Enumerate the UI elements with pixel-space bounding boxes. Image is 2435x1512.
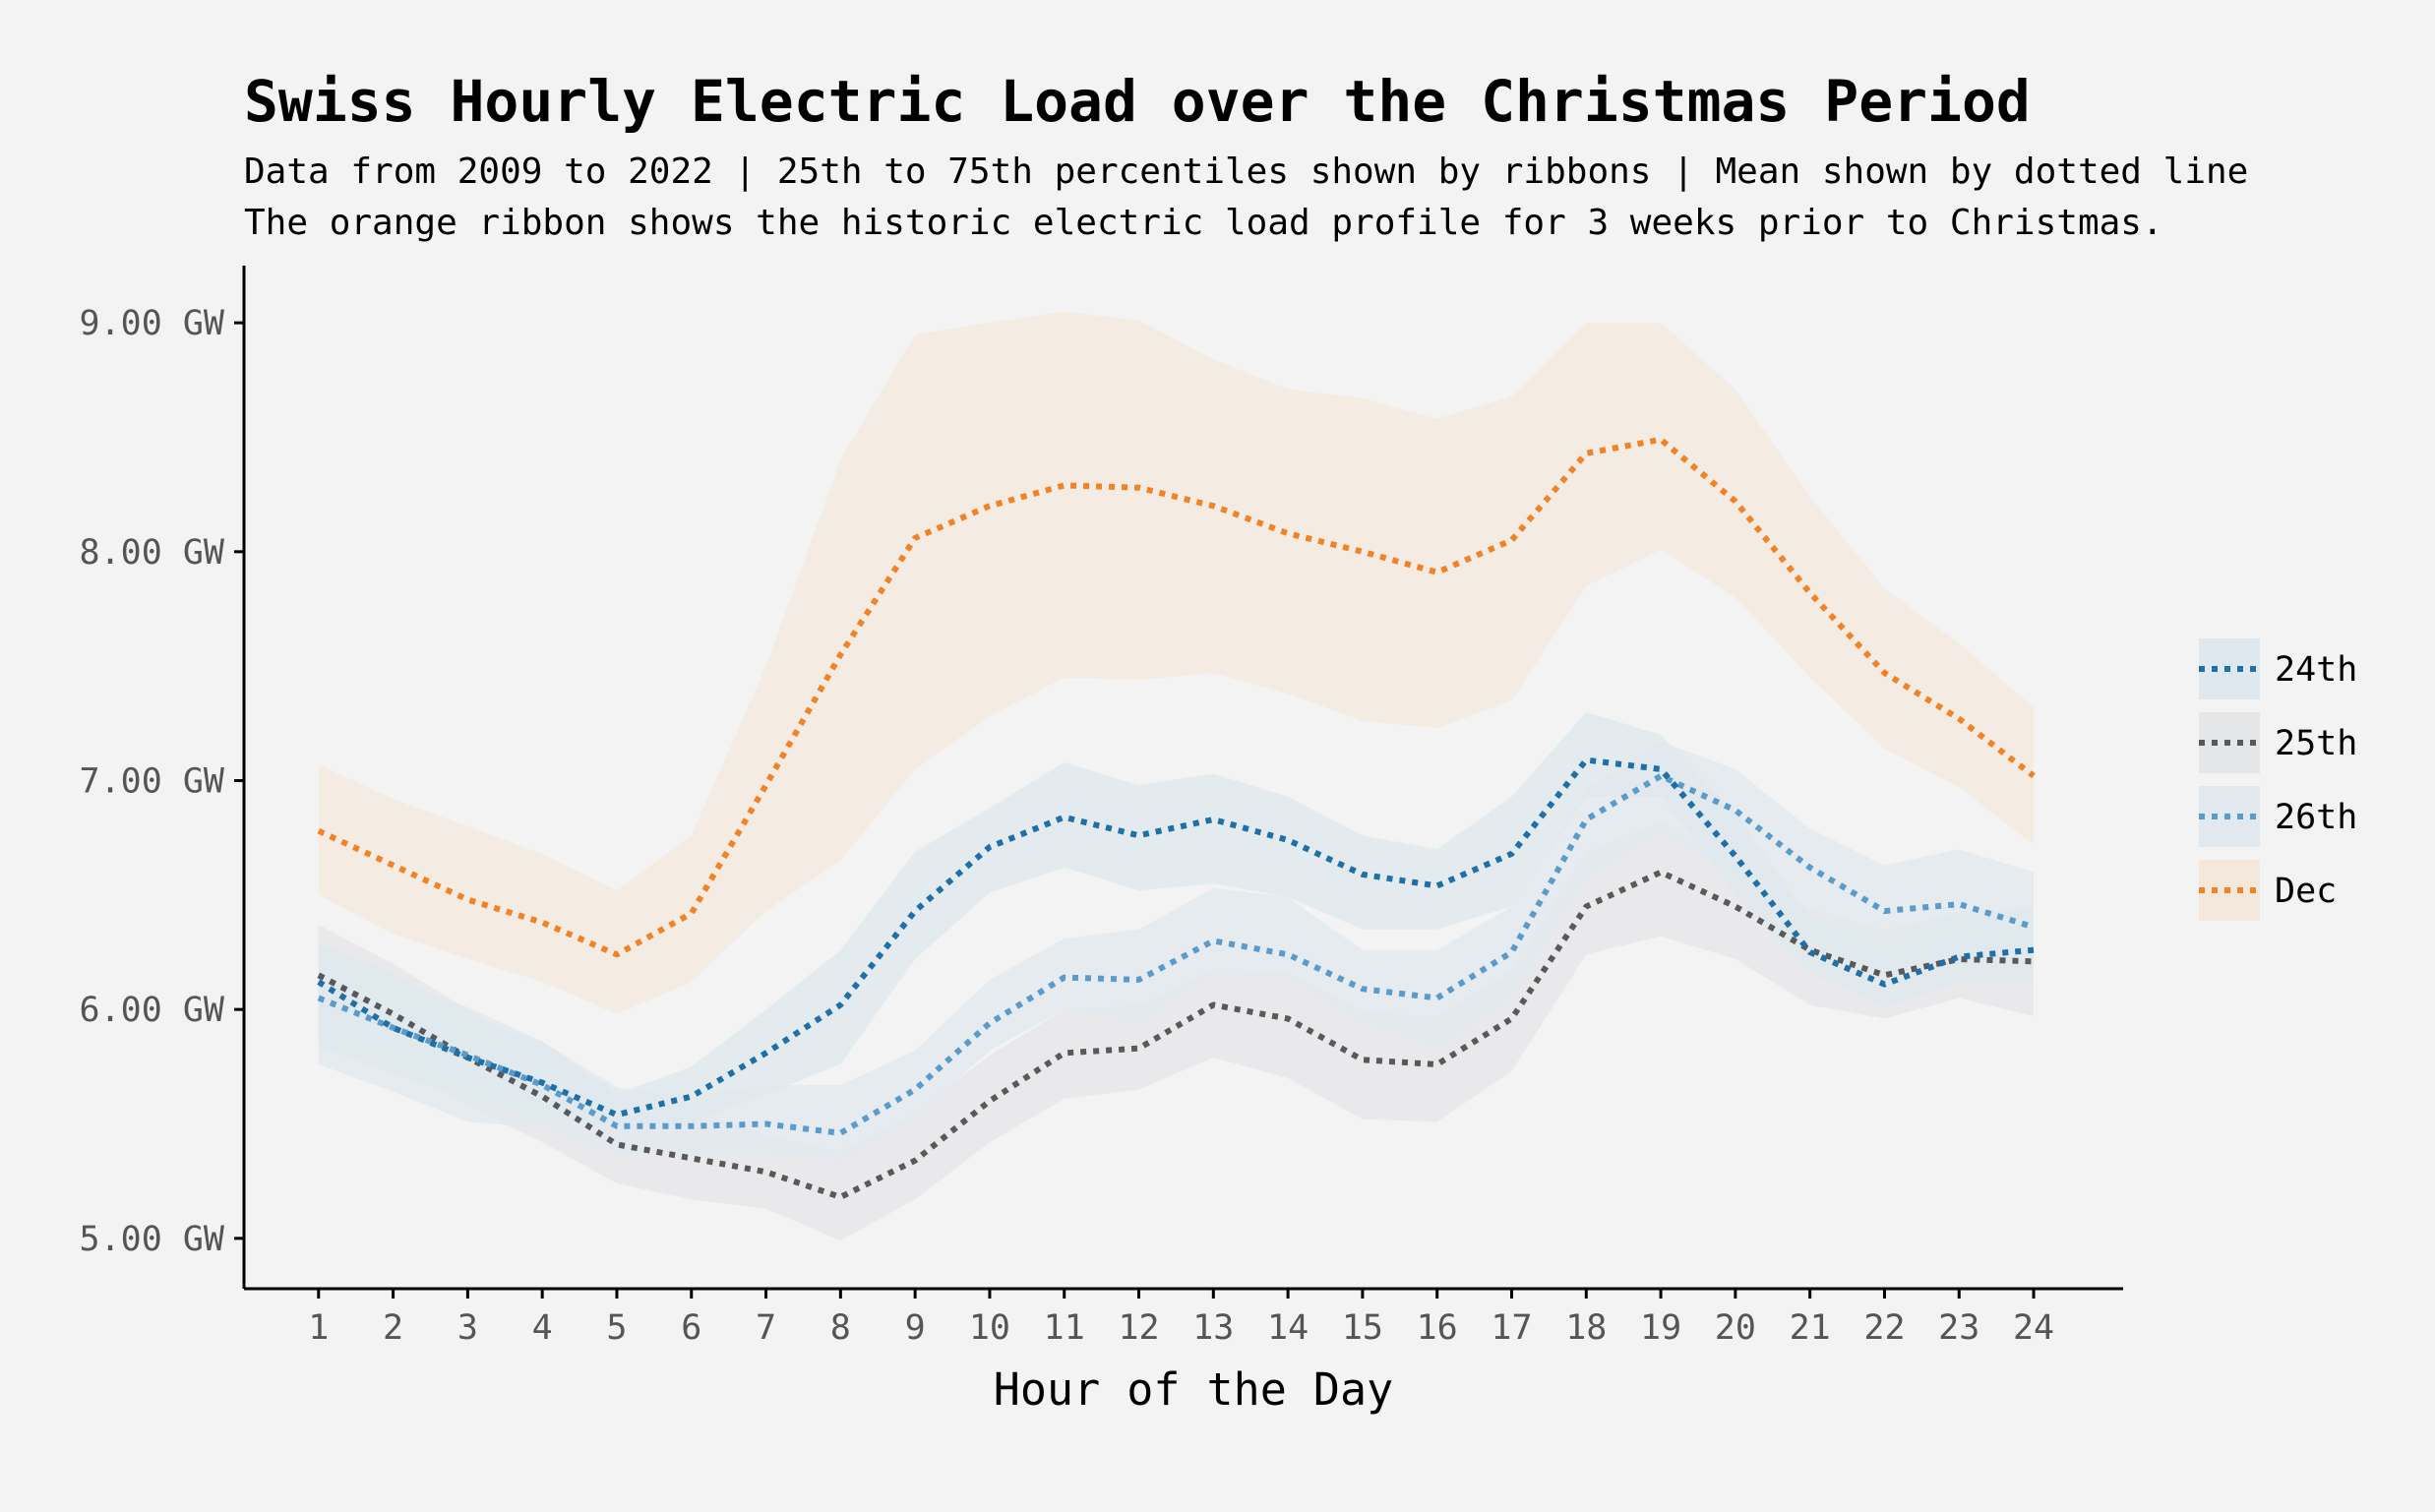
mean-lines-layer <box>317 436 2036 1200</box>
legend-item-24th: 24th <box>2199 638 2357 699</box>
legend-label-26th: 26th <box>2275 798 2357 837</box>
x-tick-label: 6 <box>681 1308 701 1348</box>
y-tick-label: 8.00 GW <box>79 533 224 573</box>
x-tick-label: 22 <box>1863 1308 1905 1348</box>
x-tick-label: 15 <box>1342 1308 1383 1348</box>
x-tick-label: 21 <box>1790 1308 1831 1348</box>
x-tick-label: 10 <box>969 1308 1010 1348</box>
y-axis-ticks: 5.00 GW 6.00 GW 7.00 GW 8.00 GW 9.00 GW <box>79 304 244 1259</box>
y-tick-label: 6.00 GW <box>79 991 224 1030</box>
x-tick-label: 14 <box>1267 1308 1309 1348</box>
x-tick-label: 9 <box>905 1308 926 1348</box>
y-tick-label: 7.00 GW <box>79 761 224 801</box>
x-tick-label: 7 <box>756 1308 776 1348</box>
mean-line-dec <box>317 436 2036 958</box>
legend: 24th 25th 26th Dec <box>2199 638 2357 921</box>
chart-subtitle-line-2: The orange ribbon shows the historic ele… <box>244 203 2163 243</box>
x-tick-label: 19 <box>1640 1308 1681 1348</box>
legend-label-dec: Dec <box>2275 872 2337 911</box>
x-tick-label: 13 <box>1192 1308 1234 1348</box>
x-axis-label: Hour of the Day <box>994 1363 1393 1416</box>
x-tick-label: 24 <box>2013 1308 2054 1348</box>
x-tick-label: 1 <box>308 1308 329 1348</box>
x-tick-label: 4 <box>532 1308 553 1348</box>
mean-line-24th <box>317 756 2035 1119</box>
x-tick-label: 20 <box>1715 1308 1756 1348</box>
mean-line-26th <box>317 772 2035 1136</box>
legend-item-dec: Dec <box>2199 860 2337 921</box>
x-tick-label: 16 <box>1417 1308 1458 1348</box>
x-tick-label: 18 <box>1565 1308 1607 1348</box>
x-tick-label: 2 <box>383 1308 403 1348</box>
legend-item-25th: 25th <box>2199 712 2357 773</box>
legend-label-24th: 24th <box>2275 650 2357 690</box>
y-tick-label: 9.00 GW <box>79 304 224 343</box>
legend-label-25th: 25th <box>2275 724 2357 763</box>
ribbon-26th <box>318 741 2034 1163</box>
x-tick-label: 12 <box>1118 1308 1159 1348</box>
x-tick-label: 5 <box>606 1308 627 1348</box>
ribbons-layer <box>318 311 2034 1241</box>
x-tick-label: 8 <box>830 1308 851 1348</box>
ribbon-24th <box>318 711 2034 1126</box>
mean-line-25th <box>317 869 2035 1200</box>
x-axis-ticks: 1 2 3 4 5 6 7 8 9 10 11 12 13 14 15 16 17 18 19 20 21 22 23 24 <box>308 1289 2054 1348</box>
x-tick-label: 17 <box>1491 1308 1532 1348</box>
x-tick-label: 11 <box>1044 1308 1085 1348</box>
y-tick-label: 5.00 GW <box>79 1220 224 1259</box>
chart-subtitle-line-1: Data from 2009 to 2022 | 25th to 75th pe… <box>244 151 2248 192</box>
x-tick-label: 3 <box>457 1308 478 1348</box>
legend-item-26th: 26th <box>2199 786 2357 847</box>
x-tick-label: 23 <box>1938 1308 1979 1348</box>
chart-title: Swiss Hourly Electric Load over the Chri… <box>244 68 2031 135</box>
ribbon-dec <box>318 311 2034 1014</box>
